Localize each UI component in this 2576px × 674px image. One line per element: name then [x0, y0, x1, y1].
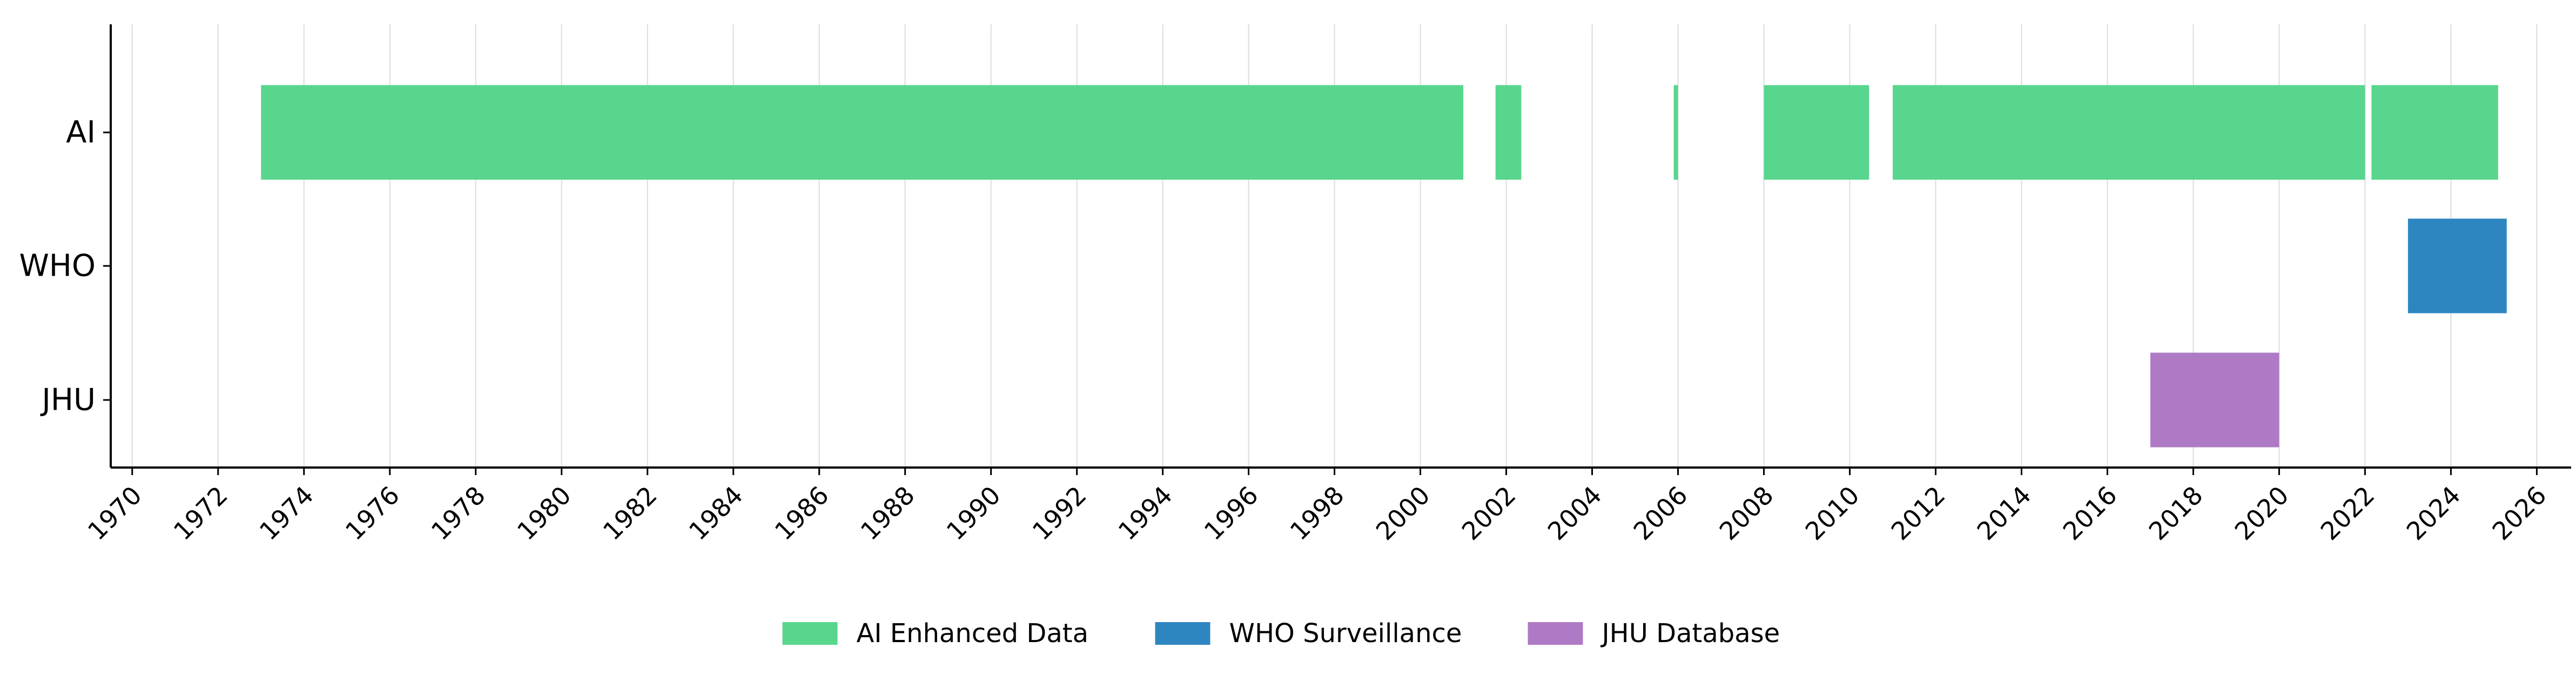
- x-tick-label: 2006: [1628, 481, 1693, 546]
- x-tick-label: 1980: [512, 481, 577, 546]
- timeline-bar: [1495, 85, 1522, 180]
- legend-swatch: [1155, 622, 1210, 645]
- legend-label: JHU Database: [1600, 618, 1780, 649]
- legend: AI Enhanced Data WHO Surveillance JHU Data…: [782, 618, 1780, 649]
- legend-swatch: [1528, 622, 1583, 645]
- x-tick-label: 2020: [2229, 481, 2295, 546]
- timeline-bar: [1764, 85, 1869, 180]
- x-tick-label: 2022: [2315, 481, 2380, 546]
- timeline-bar: [2407, 218, 2507, 313]
- timeline-bar: [261, 85, 1464, 180]
- timeline-bar: [1673, 85, 1678, 180]
- legend-label: WHO Surveillance: [1229, 618, 1462, 649]
- x-tick-label: 2010: [1800, 481, 1865, 546]
- x-tick-label: 1992: [1027, 481, 1092, 546]
- x-tick-label: 1978: [426, 481, 491, 546]
- bars: [261, 85, 2507, 448]
- x-tick-label: 2016: [2057, 481, 2123, 546]
- timeline-bar: [1892, 85, 2365, 180]
- x-tick-label: 2004: [1542, 481, 1608, 546]
- y-category-label: AI: [66, 115, 96, 150]
- x-tick-label: 2026: [2487, 481, 2552, 546]
- x-tick-label: 2018: [2143, 481, 2209, 546]
- y-category-label: JHU: [40, 383, 96, 418]
- x-tick-label: 1976: [340, 481, 405, 546]
- x-tick-label: 1982: [597, 481, 663, 546]
- timeline-bar: [2371, 85, 2498, 180]
- x-tick-label: 2002: [1456, 481, 1522, 546]
- x-tick-label: 1972: [168, 481, 233, 546]
- x-tick-label: 1996: [1199, 481, 1264, 546]
- x-tick-label: 2024: [2401, 481, 2466, 546]
- x-tick-label: 2008: [1714, 481, 1779, 546]
- x-tick-label: 2000: [1370, 481, 1436, 546]
- x-tick-label: 1974: [254, 481, 319, 546]
- x-tick-label: 1986: [769, 481, 835, 546]
- legend-label: AI Enhanced Data: [857, 618, 1089, 649]
- x-tick-label: 2012: [1886, 481, 1951, 546]
- x-tick-label: 1990: [941, 481, 1006, 546]
- x-tick-label: 1988: [855, 481, 920, 546]
- x-tick-label: 1984: [683, 481, 749, 546]
- timeline-bar: [2150, 352, 2279, 448]
- x-tick-label: 1970: [82, 481, 147, 546]
- y-category-label: WHO: [19, 249, 96, 284]
- x-tick-label: 1998: [1284, 481, 1350, 546]
- x-tick-label: 1994: [1113, 481, 1178, 546]
- x-tick-label: 2014: [1972, 481, 2037, 546]
- legend-swatch: [782, 622, 838, 645]
